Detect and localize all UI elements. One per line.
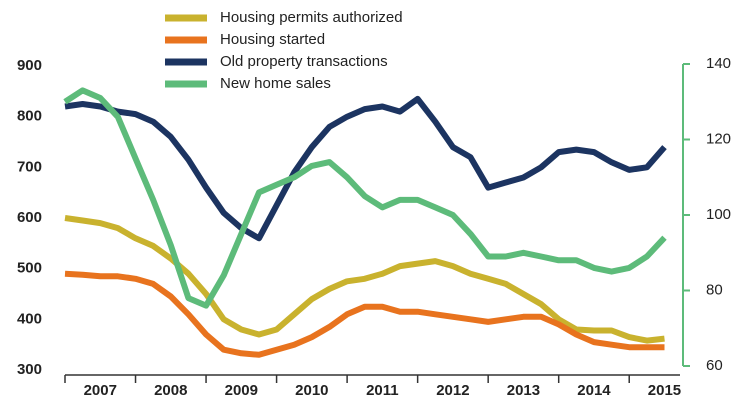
x-tick-label: 2010 <box>295 382 328 399</box>
legend-label: Old property transactions <box>220 53 388 70</box>
y-tick-label: 800 <box>17 108 42 125</box>
x-tick-label: 2011 <box>366 382 399 399</box>
x-tick-label: 2013 <box>507 382 540 399</box>
legend-label: New home sales <box>220 75 331 92</box>
y2-tick-label: 60 <box>706 357 723 374</box>
x-tick-label: 2014 <box>577 382 611 399</box>
y2-tick-label: 80 <box>706 281 723 298</box>
y-tick-label: 700 <box>17 158 42 175</box>
y-tick-label: 300 <box>17 361 42 378</box>
x-tick-label: 2012 <box>436 382 469 399</box>
legend-label: Housing permits authorized <box>220 9 403 26</box>
series-line <box>63 87 667 309</box>
y-tick-label: 600 <box>17 209 42 226</box>
y2-tick-label: 140 <box>706 55 731 72</box>
y-tick-label: 900 <box>17 57 42 74</box>
series-line <box>64 215 665 344</box>
x-tick-label: 2007 <box>84 382 117 399</box>
series-line <box>64 95 667 242</box>
y2-tick-label: 120 <box>706 130 731 147</box>
y-tick-label: 500 <box>17 260 42 277</box>
legend-label: Housing started <box>220 31 325 48</box>
y-tick-label: 400 <box>17 310 42 327</box>
series-line <box>64 270 665 358</box>
y2-tick-label: 100 <box>706 206 731 223</box>
x-tick-label: 2008 <box>154 382 187 399</box>
x-tick-label: 2009 <box>225 382 258 399</box>
x-tick-label: 2015 <box>648 382 681 399</box>
